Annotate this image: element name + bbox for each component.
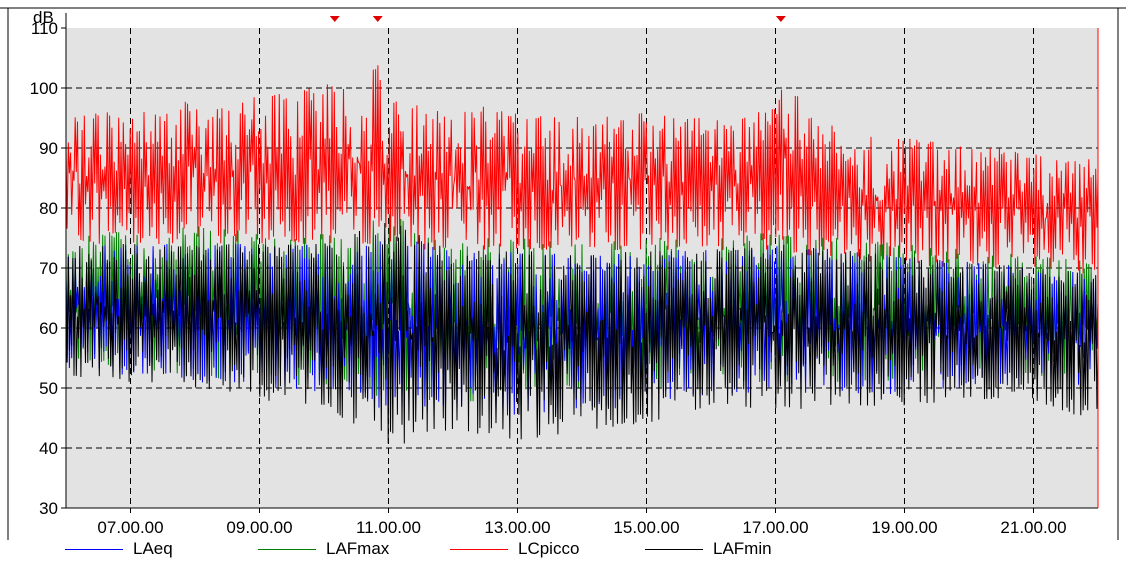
- legend-swatch-laeq: [65, 548, 123, 550]
- x-tick-label: 11.00.00: [356, 518, 421, 537]
- legend-item-lafmax: LAFmax: [258, 538, 389, 560]
- y-tick-label: 70: [39, 259, 58, 278]
- x-tick-label: 07.00.00: [97, 518, 163, 537]
- legend-swatch-lafmax: [258, 548, 316, 550]
- y-tick-label: 90: [39, 139, 58, 158]
- legend-item-lafmin: LAFmin: [645, 538, 772, 560]
- y-tick-label: 40: [39, 439, 58, 458]
- x-tick-label: 19.00.00: [871, 518, 937, 537]
- y-tick-label: 50: [39, 379, 58, 398]
- x-tick-label: 13.00.00: [484, 518, 550, 537]
- legend-swatch-lafmin: [645, 548, 703, 550]
- legend-item-lcpicco: LCpicco: [450, 538, 579, 560]
- event-marker-icon: [329, 16, 340, 22]
- y-tick-label: 60: [39, 319, 58, 338]
- legend-label-lcpicco: LCpicco: [518, 539, 580, 558]
- x-tick-label: 21.00.00: [1000, 518, 1066, 537]
- event-marker-icon: [775, 16, 786, 22]
- legend-label-lafmin: LAFmin: [713, 539, 772, 558]
- x-tick-label: 15.00.00: [613, 518, 679, 537]
- y-tick-label: 30: [39, 499, 58, 518]
- legend-label-laeq: LAeq: [133, 539, 173, 558]
- y-tick-label: 110: [31, 19, 58, 38]
- event-marker-icon: [372, 16, 383, 22]
- legend-swatch-lcpicco: [450, 548, 508, 550]
- legend-label-lafmax: LAFmax: [326, 539, 390, 558]
- legend-item-laeq: LAeq: [65, 538, 173, 560]
- y-tick-label: 100: [30, 79, 58, 98]
- x-tick-label: 09.00.00: [226, 518, 292, 537]
- x-tick-label: 17.00.00: [742, 518, 808, 537]
- time-history-chart: 30 40 50 60 70 80 90 100 110 07.00.00 09.00.00 11.0…: [0, 7, 1126, 540]
- legend: LAeq LAFmax LCpicco LAFmin: [0, 538, 1126, 560]
- series-line-lcpicco: [65, 65, 1099, 274]
- series-line-lafmin: [65, 222, 1099, 444]
- y-tick-label: 80: [39, 199, 58, 218]
- y-axis-label: dB: [33, 8, 54, 27]
